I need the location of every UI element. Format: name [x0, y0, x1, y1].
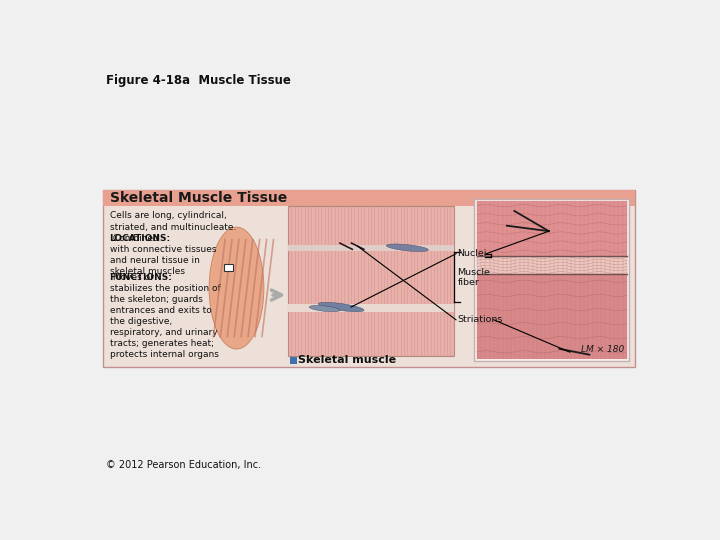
Bar — [477, 274, 627, 359]
Ellipse shape — [387, 244, 428, 252]
Text: Skeletal Muscle Tissue: Skeletal Muscle Tissue — [109, 191, 287, 205]
Bar — [289, 356, 297, 363]
Text: Nuclei: Nuclei — [457, 249, 487, 258]
Ellipse shape — [318, 302, 364, 312]
Bar — [104, 190, 634, 367]
Bar — [477, 256, 627, 274]
Text: © 2012 Pearson Education, Inc.: © 2012 Pearson Education, Inc. — [106, 460, 261, 470]
Ellipse shape — [310, 306, 340, 312]
Text: LM × 180: LM × 180 — [580, 345, 624, 354]
Bar — [104, 190, 634, 206]
Text: FUNCTIONS:: FUNCTIONS: — [109, 273, 172, 282]
Bar — [288, 245, 454, 251]
Text: LOCATIONS:: LOCATIONS: — [109, 234, 171, 243]
Text: Moves or
stabilizes the position of
the skeleton; guards
entrances and exits to
: Moves or stabilizes the position of the … — [109, 273, 220, 360]
Bar — [474, 199, 629, 361]
Bar — [288, 304, 454, 312]
Text: Figure 4-18a  Muscle Tissue: Figure 4-18a Muscle Tissue — [106, 74, 291, 87]
Ellipse shape — [209, 227, 264, 349]
Text: Cells are long, cylindrical,
striated, and multinucleate.: Cells are long, cylindrical, striated, a… — [109, 211, 236, 232]
Text: Combined
with connective tissues
and neural tissue in
skeletal muscles: Combined with connective tissues and neu… — [109, 234, 216, 276]
Text: Striations: Striations — [457, 315, 503, 325]
Text: Muscle
fiber: Muscle fiber — [457, 268, 490, 287]
Text: Skeletal muscle: Skeletal muscle — [298, 355, 396, 366]
Bar — [224, 264, 233, 272]
Bar — [477, 201, 627, 256]
Bar — [288, 206, 454, 356]
